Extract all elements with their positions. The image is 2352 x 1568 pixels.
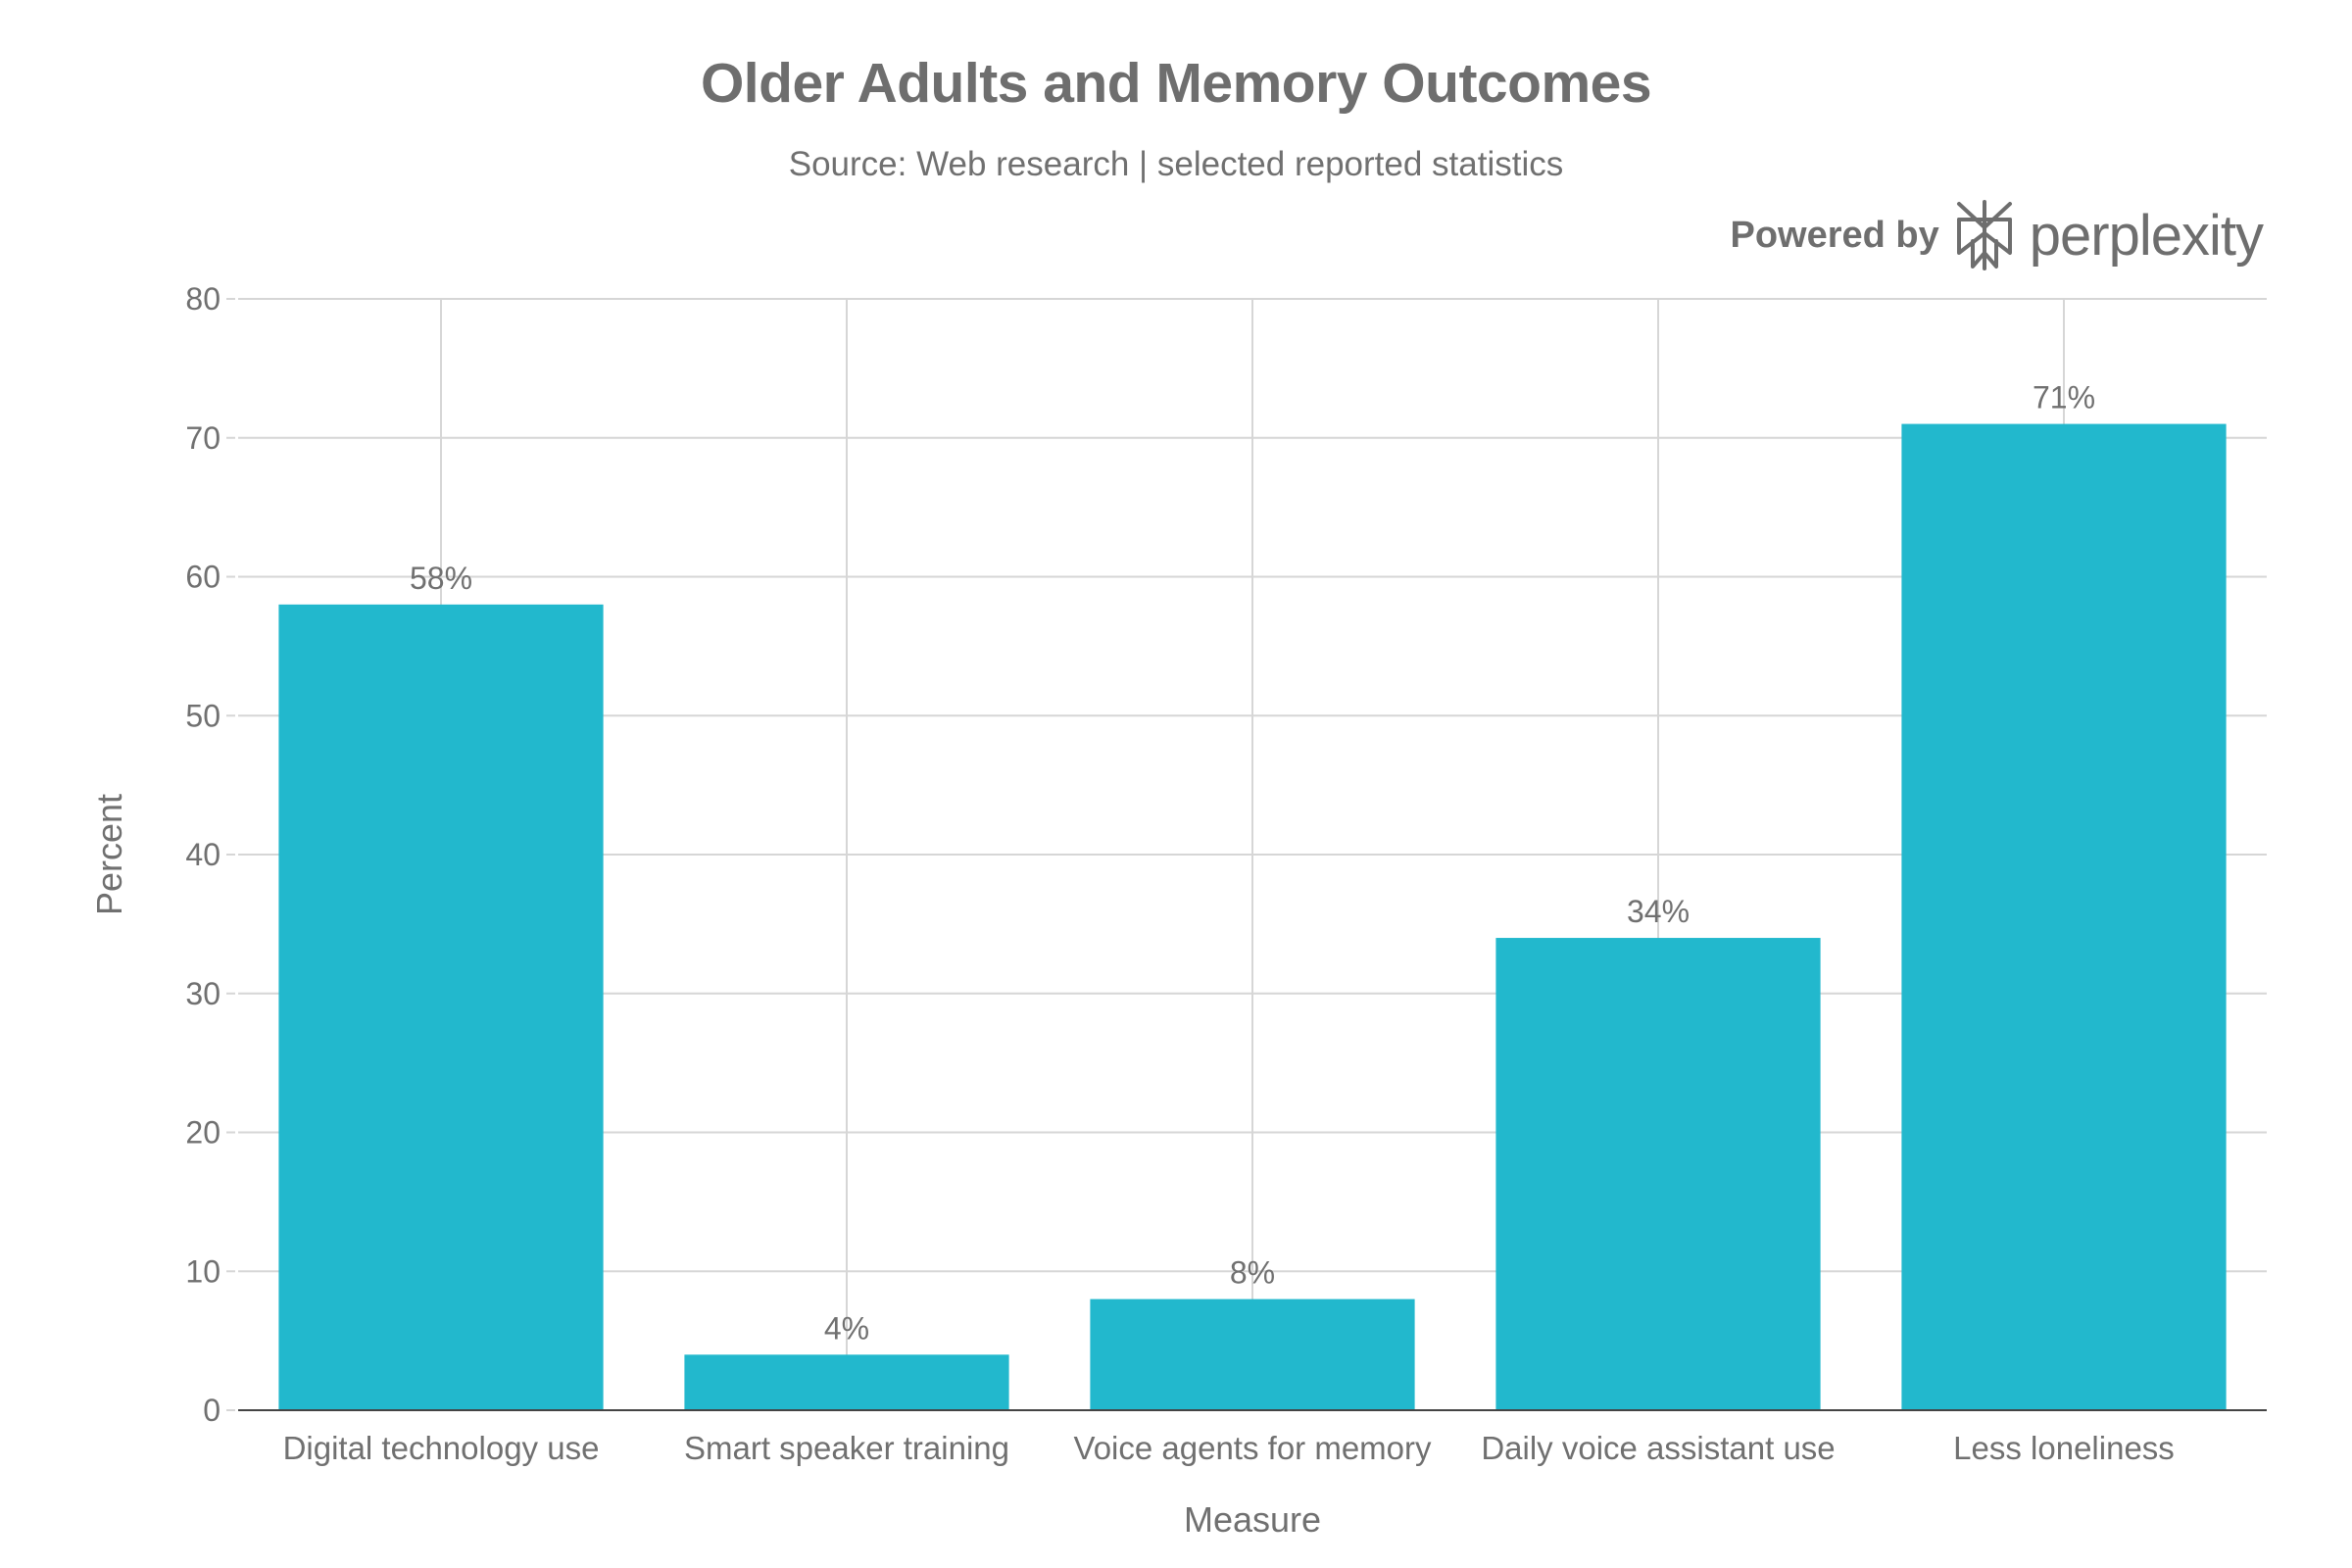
bar: [1090, 1298, 1415, 1410]
y-tick-label: 80: [185, 281, 220, 317]
bar: [1901, 423, 2227, 1410]
y-tick-label: 20: [185, 1115, 220, 1151]
x-tick-label: Smart speaker training: [684, 1430, 1009, 1466]
labels: 0 10 20 30 40 50 60 70 80 58% Digital technology u…: [185, 281, 2174, 1466]
x-tick-label: Digital technology use: [283, 1430, 600, 1466]
perplexity-logo-icon: [1953, 198, 2016, 272]
bar: [1495, 938, 1821, 1410]
bar-value-label: 4%: [824, 1310, 869, 1346]
bar: [684, 1354, 1009, 1410]
y-tick-label: 10: [185, 1253, 220, 1289]
chart-subtitle: Source: Web research | selected reported…: [788, 145, 1564, 183]
x-tick-label: Daily voice assistant use: [1481, 1430, 1835, 1466]
x-axis-title: Measure: [1184, 1499, 1321, 1540]
y-tick-label: 30: [185, 976, 220, 1011]
x-tick-label: Less loneliness: [1953, 1430, 2175, 1466]
bar-value-label: 71%: [2033, 380, 2095, 416]
bar: [278, 604, 604, 1410]
powered-by-label: Powered by: [1730, 214, 1939, 256]
y-tick-label: 40: [185, 837, 220, 872]
y-tick-label: 0: [203, 1393, 220, 1428]
powered-by-branding: Powered by perplexity: [1730, 196, 2264, 274]
bar-value-label: 34%: [1627, 894, 1690, 929]
bar-value-label: 58%: [410, 561, 472, 596]
chart-title: Older Adults and Memory Outcomes: [700, 52, 1652, 115]
y-tick-label: 60: [185, 560, 220, 595]
y-tick-label: 70: [185, 420, 220, 456]
y-tick-label: 50: [185, 698, 220, 733]
x-tick-label: Voice agents for memory: [1074, 1430, 1432, 1466]
bars: [278, 423, 2227, 1410]
y-axis-title: Percent: [89, 794, 129, 915]
perplexity-wordmark: perplexity: [2029, 203, 2264, 268]
axes: [226, 298, 2267, 1411]
bar-value-label: 8%: [1230, 1255, 1275, 1291]
